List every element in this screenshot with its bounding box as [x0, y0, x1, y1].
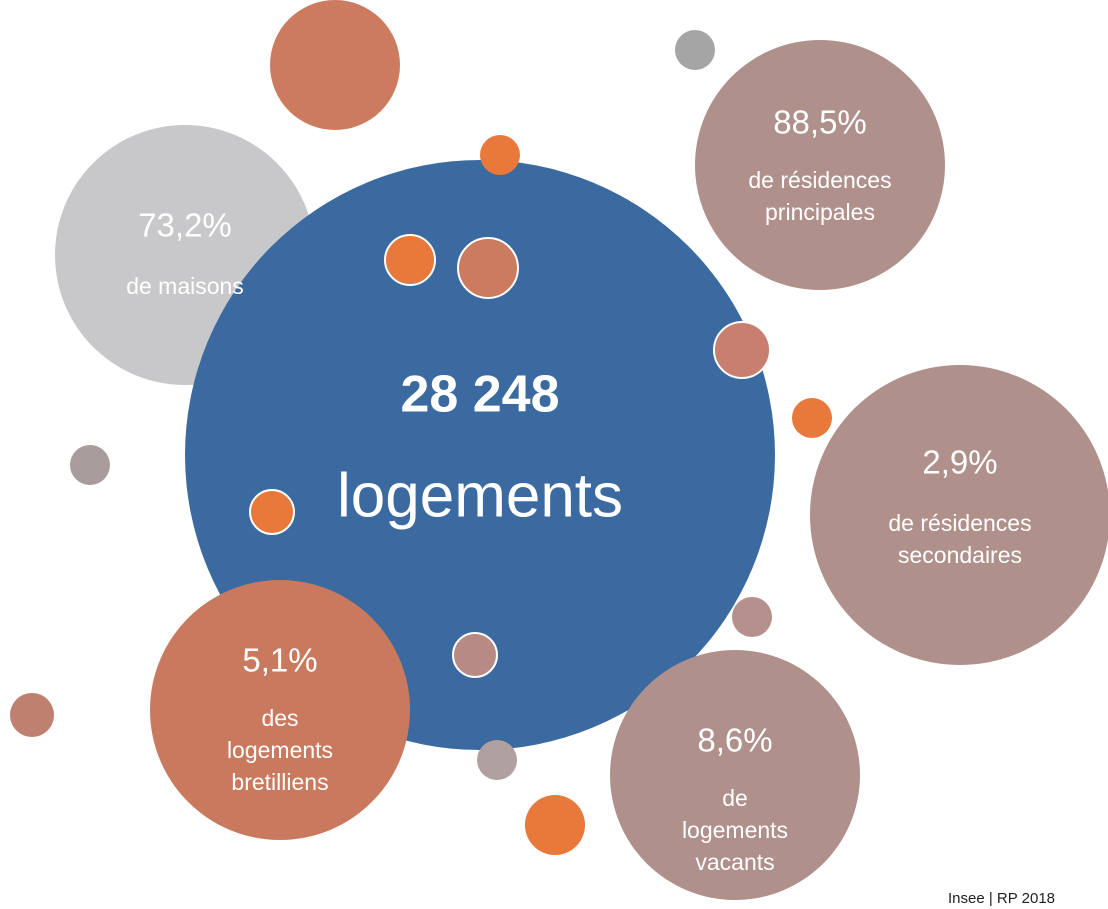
bubble-bretilliens [150, 580, 410, 840]
bubble-label: de résidences [888, 510, 1031, 536]
bubble-principales [695, 40, 945, 290]
bubble-label: logements [682, 817, 788, 843]
decor-circle [70, 445, 110, 485]
source: Insee | RP 2018 [948, 890, 1055, 907]
decor-circle [480, 135, 520, 175]
bubble-label: principales [765, 199, 875, 225]
bubble-value: 88,5% [773, 104, 867, 141]
decor-circle [384, 234, 436, 286]
decor-circle [457, 237, 519, 299]
bubble-value: 8,6% [697, 722, 772, 759]
decor-circle [477, 740, 517, 780]
bubble-label: des [261, 705, 298, 731]
center-label: logements [337, 461, 623, 530]
bubble-label: de [722, 785, 748, 811]
decor-circle [249, 489, 295, 535]
bubble-value: 2,9% [922, 444, 997, 481]
bubble-label: logements [227, 737, 333, 763]
bubble-label: vacants [695, 849, 774, 875]
decor [249, 135, 771, 855]
decor-circle [675, 30, 715, 70]
decor-circle [10, 693, 54, 737]
decor-circle [792, 398, 832, 438]
bubble-label: de résidences [748, 167, 891, 193]
bubble-label: de maisons [126, 273, 244, 299]
decor-circle [270, 0, 400, 130]
bubble-vacants [610, 650, 860, 900]
bubble-label: bretilliens [231, 769, 328, 795]
center-value: 28 248 [400, 366, 559, 424]
bubble-secondaires [810, 365, 1108, 665]
bubble-label: secondaires [898, 542, 1022, 568]
bubble-value: 73,2% [138, 207, 232, 244]
decor-circle [713, 321, 771, 379]
decor-circle [732, 597, 772, 637]
decor-circle [452, 632, 498, 678]
bubble-value: 5,1% [242, 642, 317, 679]
decor-circle [525, 795, 585, 855]
decor [10, 0, 832, 737]
